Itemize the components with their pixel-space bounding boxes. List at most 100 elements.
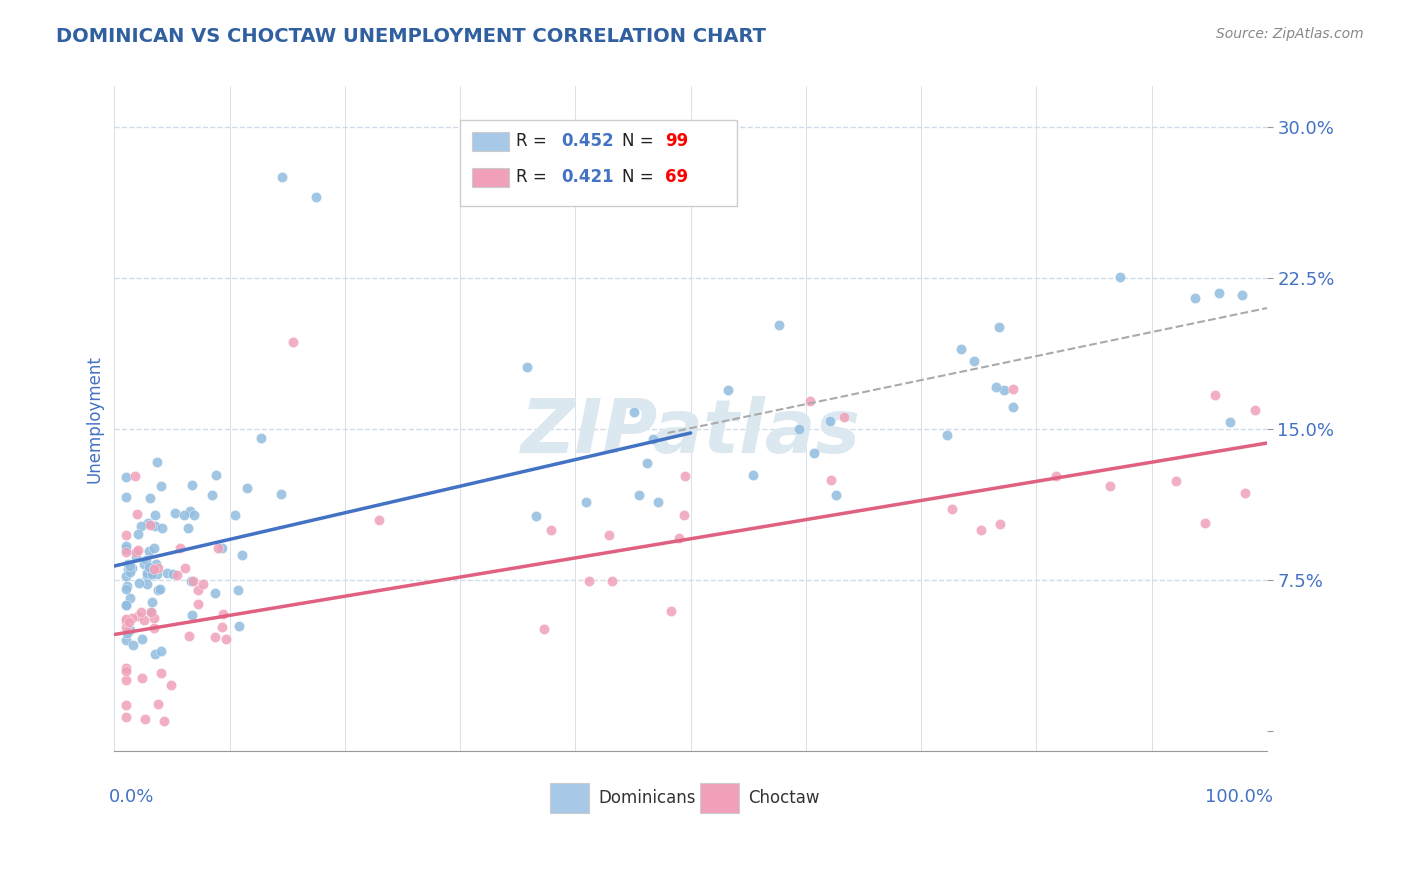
Point	[117, 557, 139, 571]
Point	[141, 566, 163, 581]
Point	[820, 473, 842, 487]
Point	[142, 541, 165, 555]
FancyBboxPatch shape	[471, 169, 509, 187]
Text: 0.452: 0.452	[561, 132, 614, 150]
Point	[204, 586, 226, 600]
Point	[150, 479, 173, 493]
Point	[153, 714, 176, 728]
Point	[115, 598, 138, 612]
Point	[211, 620, 233, 634]
Point	[183, 508, 205, 523]
Point	[1045, 469, 1067, 483]
Text: R =: R =	[516, 132, 551, 150]
Point	[228, 582, 250, 597]
Point	[305, 190, 328, 204]
Point	[115, 539, 138, 553]
Point	[139, 605, 162, 619]
Point	[115, 673, 138, 688]
Point	[231, 548, 253, 562]
Point	[115, 542, 138, 557]
Point	[187, 582, 209, 597]
Point	[150, 665, 173, 680]
Point	[668, 531, 690, 545]
Point	[163, 507, 186, 521]
Point	[127, 543, 149, 558]
Point	[131, 632, 153, 646]
Point	[1108, 270, 1130, 285]
Point	[1230, 288, 1253, 302]
Point	[148, 697, 170, 711]
Point	[988, 320, 1011, 334]
Text: R =: R =	[516, 169, 551, 186]
Point	[941, 502, 963, 516]
Point	[1164, 474, 1187, 488]
Point	[127, 608, 149, 623]
Text: N =: N =	[621, 132, 658, 150]
Point	[125, 549, 148, 564]
Point	[717, 384, 740, 398]
Point	[115, 469, 138, 483]
Point	[623, 405, 645, 419]
Point	[204, 630, 226, 644]
Point	[150, 521, 173, 535]
Point	[148, 561, 170, 575]
Point	[115, 598, 138, 612]
Point	[121, 611, 143, 625]
Point	[673, 469, 696, 483]
Point	[115, 490, 138, 504]
Text: 100.0%: 100.0%	[1205, 788, 1272, 806]
Point	[115, 614, 138, 628]
Point	[950, 343, 973, 357]
Point	[118, 615, 141, 629]
Point	[139, 606, 162, 620]
Point	[1233, 485, 1256, 500]
Point	[142, 562, 165, 576]
Text: 0.0%: 0.0%	[108, 788, 155, 806]
Point	[128, 575, 150, 590]
Point	[179, 504, 201, 518]
Point	[1194, 516, 1216, 531]
Point	[578, 574, 600, 588]
Point	[173, 508, 195, 523]
Point	[115, 582, 138, 597]
Text: 0.421: 0.421	[561, 169, 614, 186]
Point	[115, 661, 138, 675]
Point	[136, 569, 159, 583]
Point	[270, 169, 292, 184]
Point	[969, 523, 991, 537]
Text: N =: N =	[621, 169, 658, 186]
Point	[825, 487, 848, 501]
Point	[211, 541, 233, 556]
Point	[803, 446, 825, 460]
Point	[201, 488, 224, 502]
Point	[115, 632, 138, 647]
Point	[367, 512, 389, 526]
Point	[118, 624, 141, 638]
Point	[207, 541, 229, 556]
Point	[270, 487, 292, 501]
Point	[169, 541, 191, 555]
Point	[115, 625, 138, 640]
Point	[181, 478, 204, 492]
Point	[118, 565, 141, 579]
Point	[142, 611, 165, 625]
Point	[166, 567, 188, 582]
Point	[138, 544, 160, 558]
Point	[136, 516, 159, 530]
Point	[115, 545, 138, 559]
Point	[117, 562, 139, 576]
Point	[179, 629, 201, 643]
Text: Source: ZipAtlas.com: Source: ZipAtlas.com	[1216, 27, 1364, 41]
Point	[115, 528, 138, 542]
Point	[143, 519, 166, 533]
Point	[993, 384, 1015, 398]
Point	[160, 677, 183, 691]
Text: ZIPatlas: ZIPatlas	[520, 396, 860, 468]
Point	[211, 607, 233, 622]
Point	[533, 622, 555, 636]
Point	[659, 604, 682, 618]
Point	[139, 517, 162, 532]
Point	[127, 527, 149, 541]
Point	[647, 495, 669, 509]
Point	[118, 558, 141, 573]
